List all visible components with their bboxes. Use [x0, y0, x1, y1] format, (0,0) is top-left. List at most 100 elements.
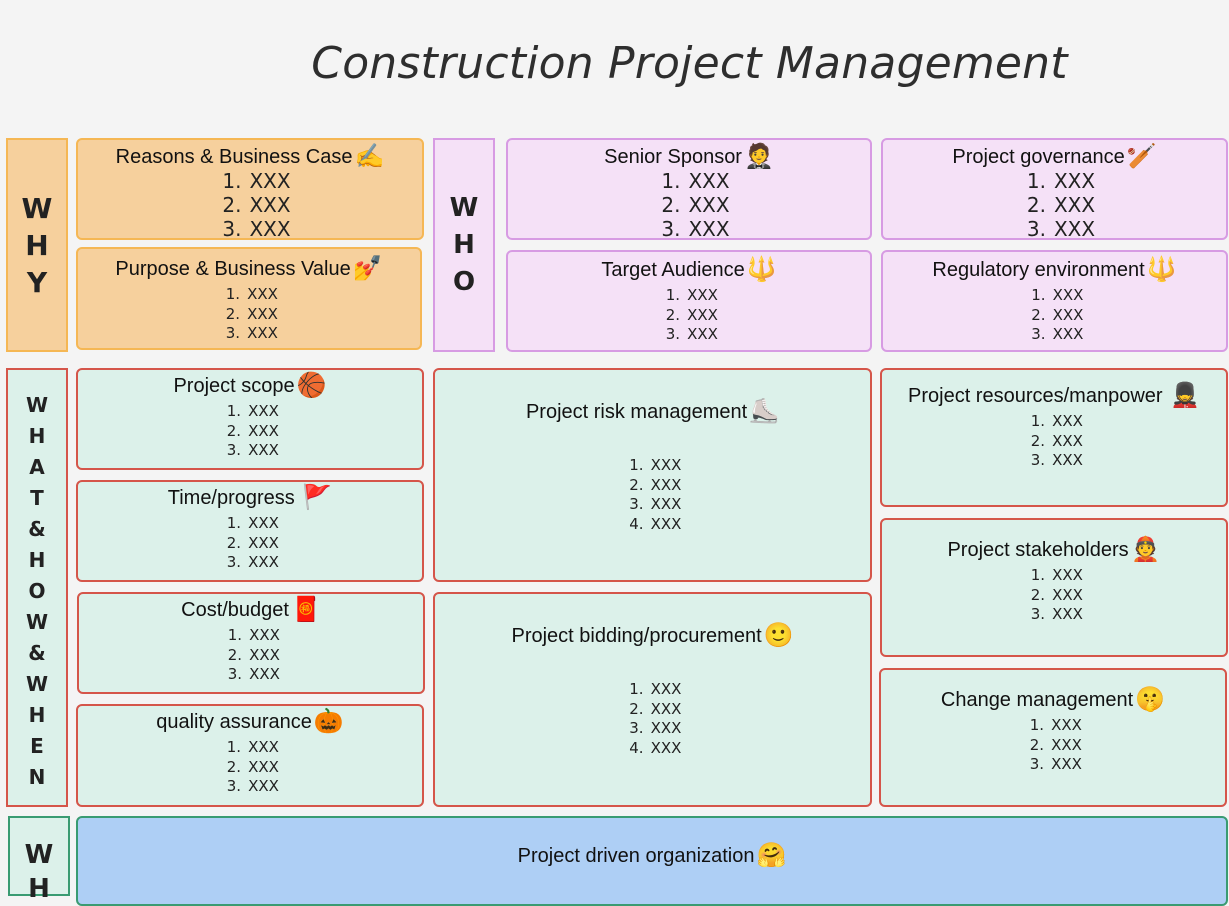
- list-item: 2. XXX: [221, 534, 279, 554]
- list-item: 1. XXX: [222, 626, 280, 646]
- emoji-icon: 🔱: [746, 256, 777, 283]
- list-item-text: XXX: [248, 553, 279, 571]
- card-heading: Project bidding/procurement 🙂: [511, 624, 793, 648]
- item-list: 1. XXX 2. XXX 3. XXX: [660, 286, 718, 345]
- list-item-text: XXX: [1052, 451, 1083, 469]
- card-heading: Project governance 🏏: [952, 145, 1156, 169]
- label-letter: H: [28, 548, 46, 572]
- label-letter: H: [453, 229, 475, 260]
- list-item: 3. XXX: [1024, 755, 1082, 775]
- list-item: 1. XXX: [209, 169, 290, 193]
- list-item-text: XXX: [249, 645, 280, 664]
- list-item-number: 2.: [1031, 305, 1046, 324]
- card-title: Regulatory environment: [932, 258, 1145, 281]
- list-item: 1. XXX: [624, 456, 681, 476]
- list-item-number: 1.: [665, 286, 681, 304]
- list-item-text: XXX: [247, 285, 278, 303]
- list-item-number: 3.: [1031, 325, 1046, 343]
- list-item-text: XXX: [247, 304, 278, 323]
- list-item-text: XXX: [249, 193, 291, 217]
- list-item-text: XXX: [688, 217, 730, 241]
- stakeholders-card[interactable]: Project stakeholders 👲 1. XXX 2. XXX 3. XXX: [880, 518, 1228, 657]
- card-title: Project bidding/procurement: [511, 624, 762, 647]
- list-item: 3. XXX: [220, 324, 278, 344]
- label-letter: A: [29, 455, 45, 479]
- list-item-number: 4.: [629, 738, 644, 757]
- list-item-text: XXX: [688, 193, 730, 217]
- label-letter: W: [24, 840, 54, 870]
- list-item-text: XXX: [1051, 735, 1082, 754]
- emoji-icon: 👲: [1130, 536, 1161, 563]
- emoji-icon: 🤵: [743, 143, 774, 170]
- target-audience-card[interactable]: Target Audience 🔱 1. XXX 2. XXX 3. XXX: [506, 250, 872, 352]
- quality-assurance-card[interactable]: quality assurance 🎃 1. XXX 2. XXX 3. XXX: [76, 704, 424, 807]
- list-item: 3. XXX: [660, 325, 718, 345]
- change-management-card[interactable]: Change management 🤫 1. XXX 2. XXX 3. XXX: [879, 668, 1227, 807]
- list-item: 1. XXX: [1026, 286, 1083, 306]
- emoji-icon: 🤫: [1135, 686, 1166, 713]
- list-item-number: 1.: [1026, 169, 1046, 193]
- list-item-text: XXX: [650, 738, 682, 757]
- purpose-business-value-card[interactable]: Purpose & Business Value 💅 1. XXX 2. XXX 3. XXX: [76, 247, 422, 350]
- emoji-icon: 🔱: [1146, 256, 1177, 283]
- list-item-number: 4.: [629, 514, 644, 533]
- emoji-icon: ⛸️: [749, 398, 780, 425]
- resources-manpower-card[interactable]: Project resources/manpower 💂 1. XXX 2. XXX 3.…: [880, 368, 1228, 507]
- list-item: 2. XXX: [624, 475, 681, 496]
- list-item-number: 3.: [227, 665, 243, 683]
- reasons-business-case-card[interactable]: Reasons & Business Case ✍️ 1. XXX 2. XXX 3. XXX: [76, 138, 424, 241]
- list-item: 1. XXX: [648, 169, 729, 193]
- list-item-number: 3.: [1030, 605, 1046, 623]
- list-item-text: XXX: [1051, 716, 1082, 734]
- label-letter: E: [30, 734, 44, 758]
- list-item: 3. XXX: [624, 719, 681, 739]
- list-item-number: 3.: [226, 441, 242, 459]
- list-item-text: XXX: [248, 514, 279, 532]
- time-progress-card[interactable]: Time/progress 🚩 1. XXX 2. XXX 3. XXX: [76, 480, 424, 582]
- list-item: 3. XXX: [648, 217, 729, 241]
- list-item: 3. XXX: [222, 665, 280, 685]
- card-heading: Regulatory environment 🔱: [932, 258, 1176, 282]
- list-item: 2. XXX: [220, 305, 278, 325]
- list-item: 2. XXX: [1024, 736, 1082, 756]
- list-item: 1. XXX: [660, 286, 718, 306]
- card-heading: Project resources/manpower 💂: [908, 384, 1200, 408]
- list-item-text: XXX: [248, 421, 279, 440]
- list-item: 2. XXX: [624, 700, 681, 720]
- list-item-number: 2.: [1029, 735, 1045, 754]
- risk-management-card[interactable]: Project risk management ⛸️ 1. XXX 2. XXX 3. XXX…: [433, 368, 872, 582]
- list-item-number: 2.: [226, 533, 242, 552]
- list-item-number: 2.: [1026, 193, 1046, 217]
- label-letter: &: [28, 641, 46, 665]
- list-item-number: 2.: [227, 645, 243, 664]
- regulatory-environment-card[interactable]: Regulatory environment 🔱 1. XXX 2. XXX 3. XXX: [881, 250, 1228, 352]
- list-item: 2. XXX: [221, 422, 279, 442]
- project-scope-card[interactable]: Project scope 🏀 1. XXX 2. XXX 3. XXX: [76, 368, 424, 470]
- project-governance-card[interactable]: Project governance 🏏 1. XXX 2. XXX 3. XXX: [881, 138, 1228, 241]
- list-item: 1. XXX: [221, 514, 279, 534]
- item-list: 1. XXX 2. XXX 3. XXX: [1026, 286, 1083, 345]
- list-item-text: XXX: [1053, 169, 1096, 193]
- list-item: 1. XXX: [1014, 169, 1095, 193]
- list-item: 1. XXX: [1025, 412, 1083, 432]
- list-item: 1. XXX: [221, 738, 279, 758]
- card-heading: Reasons & Business Case ✍️: [116, 145, 385, 169]
- list-item-number: 1.: [629, 680, 644, 698]
- card-title: quality assurance: [156, 710, 312, 733]
- item-list: 1. XXX 2. XXX 3. XXX: [221, 738, 279, 797]
- list-item-number: 2.: [629, 475, 644, 494]
- label-letter: W: [25, 610, 49, 634]
- senior-sponsor-card[interactable]: Senior Sponsor 🤵 1. XXX 2. XXX 3. XXX: [506, 138, 872, 241]
- project-driven-organization-card[interactable]: Project driven organization 🤗: [76, 816, 1228, 906]
- label-letter: &: [28, 517, 46, 541]
- label-letter: H: [28, 424, 46, 448]
- list-item-number: 1.: [222, 169, 242, 193]
- list-item: 3. XXX: [221, 777, 279, 797]
- card-heading: Change management 🤫: [941, 688, 1165, 712]
- card-heading: Senior Sponsor 🤵: [604, 145, 774, 169]
- label-letter: T: [30, 486, 44, 510]
- bidding-procurement-card[interactable]: Project bidding/procurement 🙂 1. XXX 2. XXX 3.…: [433, 592, 872, 807]
- list-item: 2. XXX: [209, 193, 290, 217]
- cost-budget-card[interactable]: Cost/budget 🧧 1. XXX 2. XXX 3. XXX: [77, 592, 425, 694]
- item-list: 1. XXX 2. XXX 3. XXX: [209, 169, 290, 241]
